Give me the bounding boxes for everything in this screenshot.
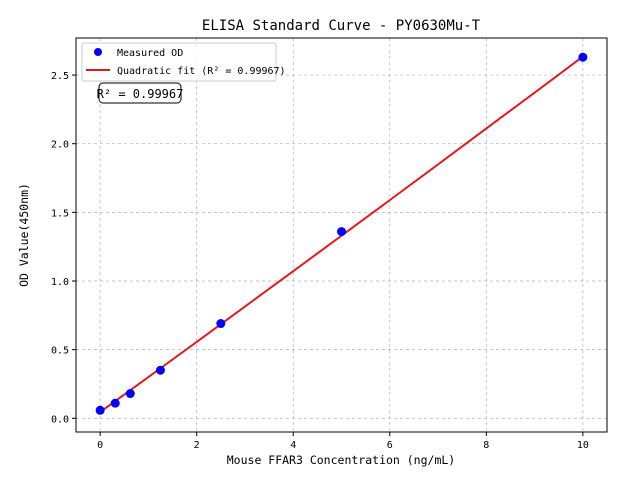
x-tick-label: 8: [483, 440, 489, 451]
r2-annotation-box: [98, 82, 182, 104]
x-tick-label: 6: [387, 440, 393, 451]
legend-label-fit: Quadratic fit (R² = 0.99967): [117, 66, 286, 77]
r2-annotation: R² = 0.99967: [97, 87, 184, 101]
y-tick-label: 2.0: [51, 140, 69, 151]
data-point: [155, 365, 165, 375]
data-point: [125, 389, 135, 399]
y-tick-label: 2.5: [51, 71, 69, 82]
y-tick-label: 1.0: [51, 277, 69, 288]
legend-label-measured: Measured OD: [117, 48, 183, 59]
y-tick-label: 1.5: [51, 208, 69, 219]
data-point: [578, 52, 588, 62]
y-tick-label: 0.0: [51, 414, 69, 425]
data-point: [337, 227, 346, 237]
plot-frame: [75, 37, 608, 433]
legend-marker-measured: [94, 48, 102, 56]
legend: Measured OD Quadratic fit (R² = 0.99967): [81, 42, 286, 82]
x-tick-label: 0: [97, 440, 103, 451]
x-tick-label: 4: [290, 440, 296, 451]
y-tick-label: 0.5: [51, 346, 69, 357]
x-tick-label: 2: [194, 440, 200, 451]
data-point: [216, 319, 226, 329]
x-tick-label: 10: [577, 440, 589, 451]
data-point: [95, 405, 105, 415]
chart-title: ELISA Standard Curve - PY0630Mu-T: [202, 18, 481, 34]
x-axis-label: Mouse FFAR3 Concentration (ng/mL): [227, 453, 455, 467]
data-point: [110, 398, 120, 408]
y-axis-label: OD Value(450nm): [17, 183, 31, 287]
